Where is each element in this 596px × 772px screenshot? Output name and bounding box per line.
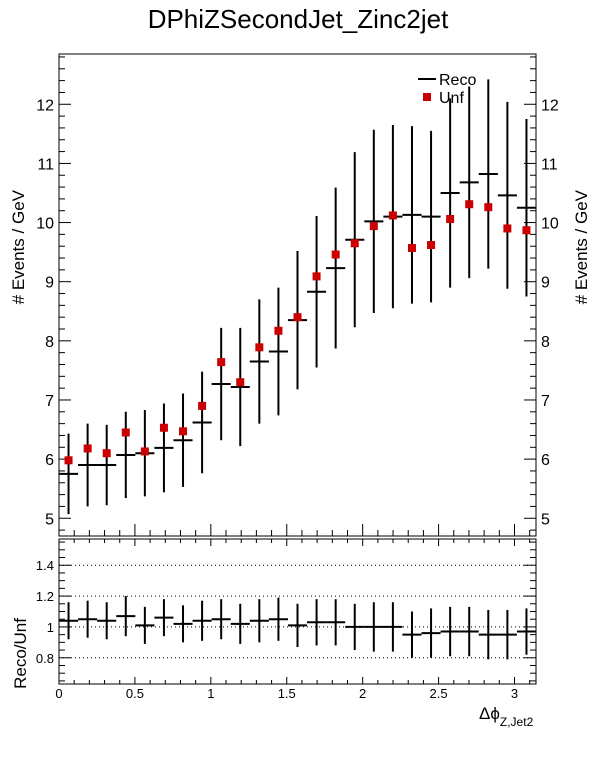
x-axis-label-main: Δϕ — [479, 704, 500, 723]
main-y-tick-label: 12 — [36, 97, 54, 114]
unf-marker — [255, 343, 264, 352]
unf-marker — [140, 447, 149, 456]
unf-marker — [274, 326, 283, 335]
main-y-tick-label-right: 6 — [541, 452, 550, 469]
unf-marker — [102, 449, 111, 458]
unf-marker — [388, 211, 397, 220]
unf-marker — [503, 224, 512, 233]
ratio-y-axis: 0.8 1 1.2 1.4 — [36, 541, 536, 682]
main-y-tick-label: 8 — [45, 334, 54, 351]
main-frame — [58, 53, 537, 537]
legend: Reco Unf — [418, 72, 476, 107]
ratio-y-tick-label: 0.8 — [36, 651, 54, 666]
main-y-tick-label-right: 11 — [541, 156, 558, 173]
unf-series — [64, 200, 531, 465]
ratio-y-tick-label: 1.4 — [36, 558, 54, 573]
unf-marker — [293, 313, 302, 322]
main-y-label-right: # Events / GeV — [572, 189, 591, 304]
x-tick-label: 2.5 — [430, 686, 448, 701]
unf-marker — [465, 200, 474, 209]
main-y-tick-label: 9 — [45, 275, 54, 292]
unf-marker — [64, 456, 73, 465]
x-axis: 0 0.5 1 1.5 2 2.5 3 — [55, 539, 531, 701]
x-tick-label: 1.5 — [278, 686, 296, 701]
x-tick-label: 0.5 — [126, 686, 144, 701]
main-x-ticks — [58, 524, 531, 536]
main-y-tick-label-right: 10 — [541, 216, 559, 233]
unf-marker — [446, 215, 455, 224]
unf-marker — [427, 241, 436, 250]
unf-marker — [522, 226, 531, 235]
x-tick-label: 1 — [207, 686, 214, 701]
unf-marker — [407, 243, 416, 252]
legend-unf-swatch — [423, 93, 431, 101]
main-y-tick-label-right: 5 — [541, 511, 550, 528]
legend-unf-label: Unf — [439, 90, 464, 107]
unf-marker — [312, 272, 321, 281]
ratio-panel: 0.8 1 1.2 1.4 0 0.5 1 1.5 2 2.5 3 Reco/Unf ΔϕZ,Je… — [11, 538, 537, 729]
unf-marker — [331, 250, 340, 259]
x-tick-label: 0 — [55, 686, 62, 701]
main-y-tick-label-right: 7 — [541, 393, 550, 410]
x-axis-label: ΔϕZ,Jet2 — [479, 704, 534, 729]
main-y-tick-label-right: 9 — [541, 275, 550, 292]
unf-marker — [83, 444, 92, 453]
legend-reco-label: Reco — [439, 72, 476, 89]
unf-marker — [179, 427, 188, 436]
reco-series — [59, 79, 536, 515]
unf-marker — [121, 428, 130, 437]
main-y-tick-label: 10 — [36, 216, 54, 233]
x-tick-label: 3 — [511, 686, 518, 701]
unf-marker — [369, 222, 378, 231]
unf-marker — [198, 401, 207, 410]
x-axis-label-sub: Z,Jet2 — [500, 715, 534, 729]
x-tick-label: 2 — [359, 686, 366, 701]
unf-marker — [159, 423, 168, 432]
ratio-series — [59, 596, 536, 660]
main-y-tick-label: 6 — [45, 452, 54, 469]
unf-marker — [484, 203, 493, 212]
main-panel: 5 5 6 6 7 7 8 8 9 9 10 10 11 11 12 12 # Events / GeV # … — [9, 53, 591, 537]
main-y-label: # Events / GeV — [9, 189, 28, 304]
unf-marker — [350, 239, 359, 248]
main-y-axis: 5 5 6 6 7 7 8 8 9 9 10 10 11 11 12 12 — [36, 56, 559, 531]
main-y-tick-label-right: 8 — [541, 334, 550, 351]
main-y-tick-label: 7 — [45, 393, 54, 410]
main-y-tick-label: 5 — [45, 511, 54, 528]
ratio-y-label: Reco/Unf — [11, 618, 30, 689]
ratio-y-tick-label: 1 — [47, 620, 54, 635]
main-y-tick-label: 11 — [37, 156, 54, 173]
unf-marker — [236, 378, 245, 387]
unf-marker — [217, 358, 226, 367]
main-y-tick-label-right: 12 — [541, 97, 559, 114]
ratio-y-tick-label: 1.2 — [36, 589, 54, 604]
chart-title: DPhiZSecondJet_Zinc2jet — [148, 4, 449, 34]
